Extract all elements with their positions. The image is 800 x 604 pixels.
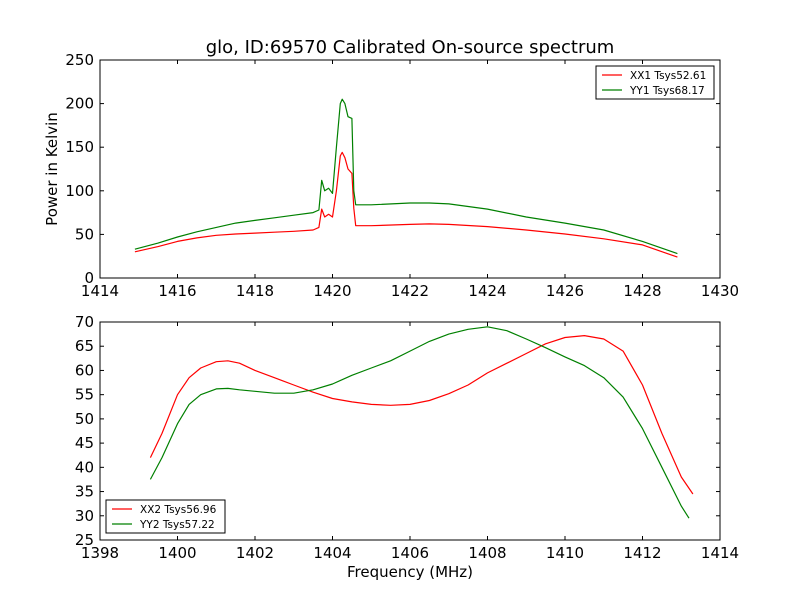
x-tick-label: 1424 [468,282,506,300]
y-tick-label: 50 [75,225,94,243]
x-tick-label: 1430 [701,282,739,300]
x-axis-label: Frequency (MHz) [347,563,473,581]
x-tick-label: 1420 [313,282,351,300]
y-tick-label: 70 [75,313,94,331]
y-tick-label: 30 [75,507,94,525]
x-tick-label: 1404 [313,544,351,562]
series-line-yy-2 [149,326,690,519]
x-tick-label: 1426 [546,282,584,300]
y-axis-label: Power in Kelvin [43,112,61,226]
x-tick-label: 1412 [623,544,661,562]
legend: XX2 Tsys56.96 YY2 Tsys57.22 [105,499,226,534]
series-line-yy-1 [134,98,678,255]
chart-panel-1: 1414 1416 1418 1420 1422 1424 1426 1428 1430 0 50 1… [43,51,739,300]
y-tick-label: 35 [75,483,94,501]
y-tick-label: 45 [75,434,94,452]
legend-box [595,65,715,100]
x-tick-label: 1414 [81,282,119,300]
x-tick-label: 1402 [236,544,274,562]
x-tick-label: 1406 [391,544,429,562]
chart-title: glo, ID:69570 Calibrated On-source spect… [206,37,615,58]
x-tick-label: 1410 [546,544,584,562]
y-tick-label: 50 [75,410,94,428]
y-tick-label: 65 [75,337,94,355]
chart-panel-2: 1398 1400 1402 1404 1406 1408 1410 1412 1414 25 30… [75,313,739,581]
x-tick-label: 1398 [81,544,119,562]
legend-box [105,499,226,534]
legend-label: XX2 Tsys56.96 [140,504,217,516]
legend-label: YY2 Tsys57.22 [139,519,215,531]
x-tick-label: 1408 [468,544,506,562]
y-tick-label: 60 [75,361,94,379]
x-tick-label: 1422 [391,282,429,300]
legend-label: XX1 Tsys52.61 [630,70,706,82]
series-line-xx-2 [149,335,694,495]
x-tick-label: 1418 [236,282,274,300]
y-tick-label: 100 [65,182,94,200]
y-tick-label: 0 [84,269,94,287]
x-tick-label: 1414 [701,544,739,562]
y-tick-label: 25 [75,531,94,549]
y-tick-label: 40 [75,458,94,476]
y-tick-label: 200 [65,95,94,113]
x-tick-label: 1428 [623,282,661,300]
series-line-xx-1 [134,151,678,258]
legend: XX1 Tsys52.61 YY1 Tsys68.17 [595,65,715,100]
y-tick-label: 55 [75,386,94,404]
x-tick-label: 1400 [158,544,196,562]
y-tick-label: 150 [65,138,94,156]
y-tick-label: 250 [65,51,94,69]
legend-label: YY1 Tsys68.17 [629,85,705,97]
x-tick-label: 1416 [158,282,196,300]
